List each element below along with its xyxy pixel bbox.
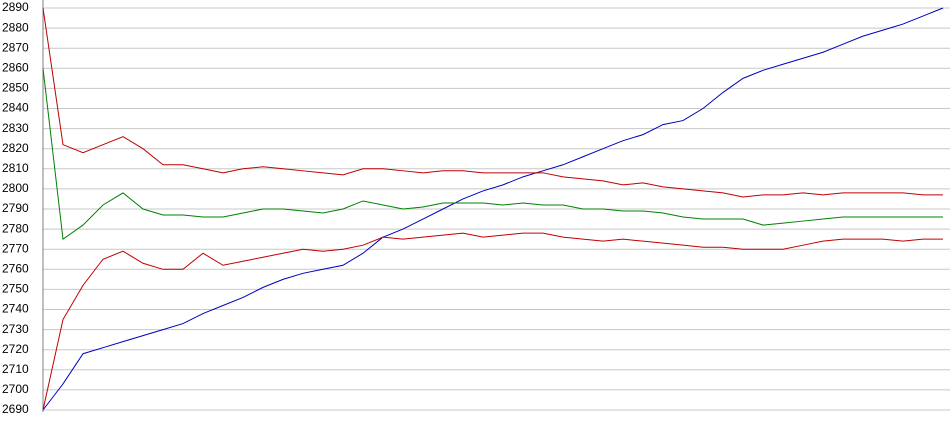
line-series (42, 68, 943, 241)
y-tick-label: 2880 (2, 20, 29, 34)
y-tick-label: 2700 (2, 382, 29, 396)
y-tick-label: 2840 (2, 101, 29, 115)
y-tick-label: 2710 (2, 362, 29, 376)
y-tick-label: 2860 (2, 60, 29, 74)
y-tick-label: 2790 (2, 201, 29, 215)
y-tick-label: 2690 (2, 402, 29, 416)
y-tick-label: 2730 (2, 322, 29, 336)
y-tick-label: 2750 (2, 282, 29, 296)
y-tick-label: 2870 (2, 40, 29, 54)
line-series (42, 7, 943, 198)
y-tick-label: 2850 (2, 81, 29, 95)
line-series (42, 232, 943, 411)
line-series (42, 7, 944, 411)
y-tick-label: 2780 (2, 221, 29, 235)
y-tick-label: 2760 (2, 261, 29, 275)
y-tick-label: 2770 (2, 241, 29, 255)
y-tick-label: 2800 (2, 181, 29, 195)
y-tick-label: 2810 (2, 161, 29, 175)
y-tick-label: 2720 (2, 342, 29, 356)
y-tick-label: 2830 (2, 121, 29, 135)
y-tick-label: 2740 (2, 302, 29, 316)
y-tick-label: 2890 (2, 0, 29, 14)
y-tick-label: 2820 (2, 141, 29, 155)
